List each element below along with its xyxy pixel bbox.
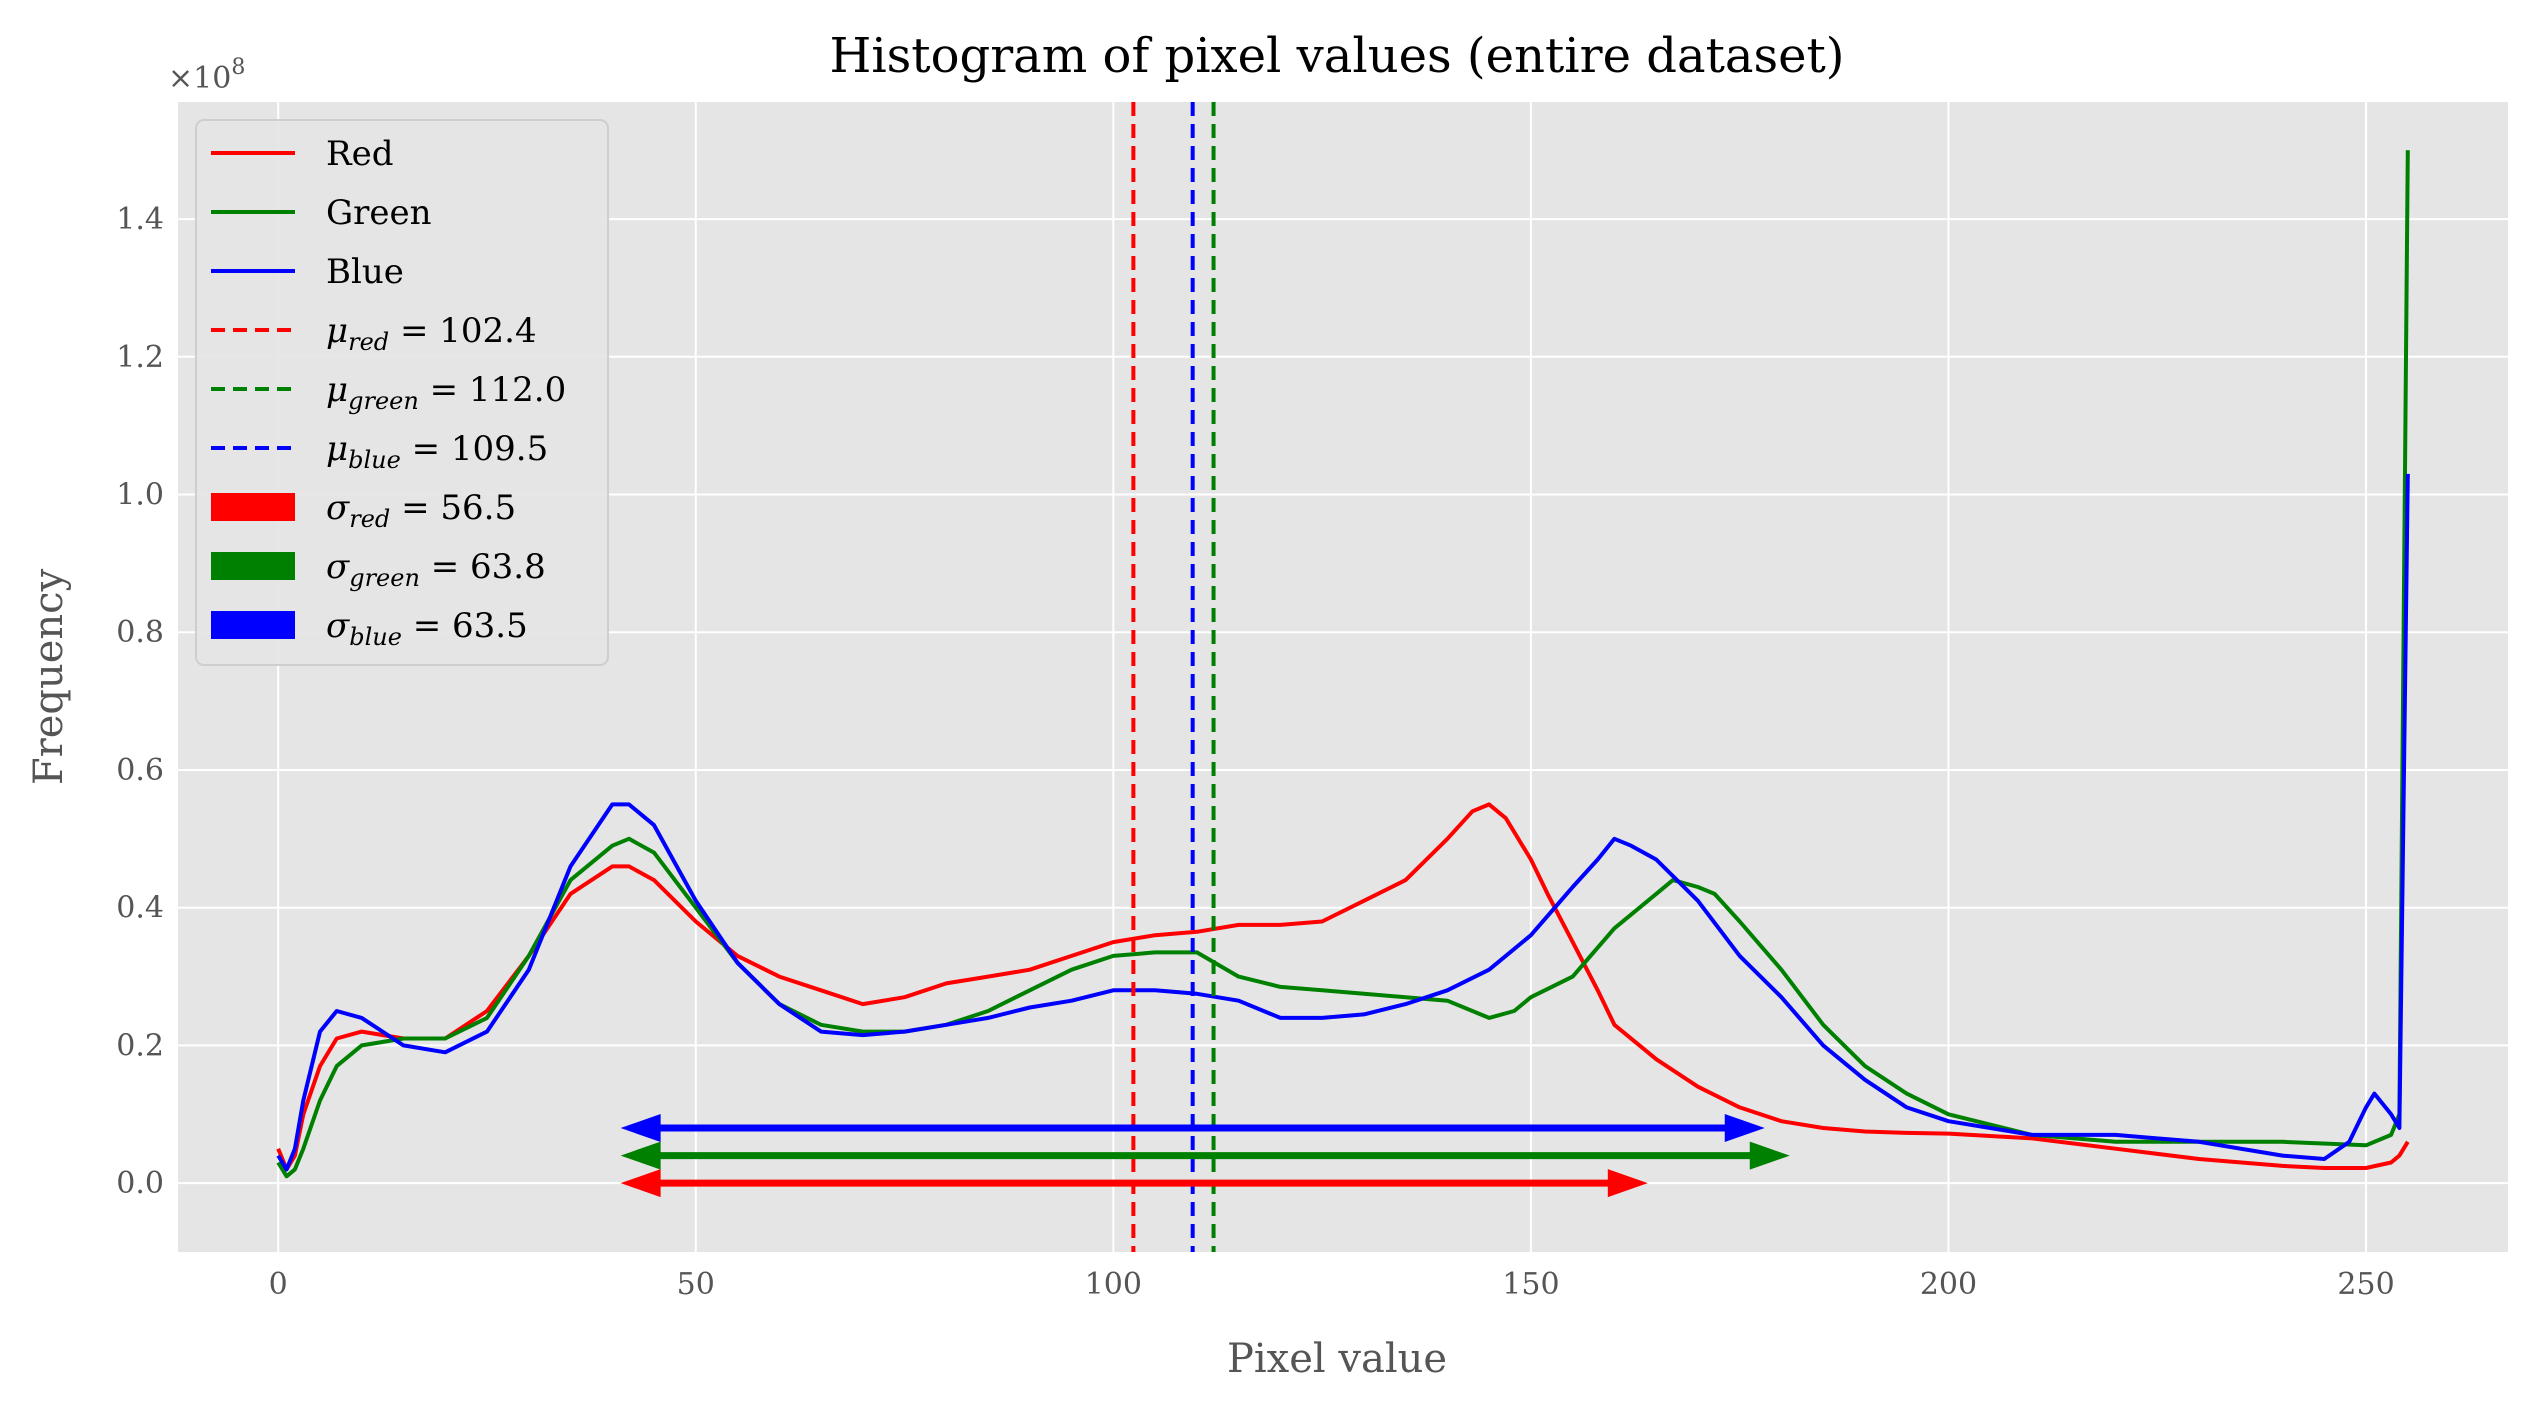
- series-layer: [276, 150, 2410, 1179]
- legend-label: σred = 56.5: [326, 488, 516, 533]
- chart-title: Histogram of pixel values (entire datase…: [829, 28, 1844, 84]
- legend-label: μgreen = 112.0: [326, 370, 566, 415]
- x-tick-labels: 0 50 100 150 200 250: [269, 1267, 2395, 1302]
- legend-handle-std-green: [211, 552, 295, 580]
- y-tick-label: 0.2: [116, 1028, 164, 1063]
- std-arrow-head-right: [1724, 1114, 1765, 1143]
- std-arrow-head-right: [1749, 1141, 1790, 1170]
- y-scale-multiplier: ×108: [168, 55, 245, 96]
- legend-label: Red: [326, 134, 394, 174]
- x-tick-label: 0: [269, 1267, 288, 1302]
- x-tick-label: 100: [1085, 1267, 1142, 1302]
- legend-label: σblue = 63.5: [326, 606, 528, 651]
- x-axis-label: Pixel value: [1227, 1336, 1447, 1382]
- y-tick-label: 1.4: [116, 202, 164, 237]
- legend-label: Green: [326, 193, 432, 233]
- x-tick-label: 200: [1920, 1267, 1977, 1302]
- std-arrow-head-left: [620, 1141, 661, 1170]
- legend-box: [195, 119, 609, 666]
- series-line-green: [276, 150, 2410, 1179]
- std-arrow-head-left: [620, 1114, 661, 1143]
- std-arrow-head-right: [1607, 1169, 1648, 1198]
- series-line-blue: [276, 473, 2410, 1172]
- mean-lines: [1131, 102, 1216, 1252]
- x-tick-label: 50: [677, 1267, 715, 1302]
- y-tick-label: 1.0: [116, 478, 164, 513]
- legend-handle-std-red: [211, 493, 295, 521]
- y-tick-label: 0.8: [116, 615, 164, 650]
- y-axis-label: Frequency: [26, 568, 72, 785]
- x-tick-label: 250: [2337, 1267, 2394, 1302]
- y-tick-label: 0.4: [116, 891, 164, 926]
- legend: Red Green Blue μred = 102.4 μgreen = 112.0 μb…: [195, 119, 609, 666]
- std-arrow-head-left: [620, 1169, 661, 1198]
- std-arrows: [620, 1114, 1790, 1198]
- legend-handle-std-blue: [211, 611, 295, 639]
- grid: [178, 102, 2508, 1252]
- legend-label: Blue: [326, 252, 404, 292]
- y-tick-labels: 0.0 0.2 0.4 0.6 0.8 1.0 1.2 1.4: [116, 202, 164, 1201]
- legend-label: μblue = 109.5: [326, 429, 548, 474]
- y-tick-label: 0.0: [116, 1166, 164, 1201]
- x-tick-label: 150: [1502, 1267, 1559, 1302]
- legend-label: μred = 102.4: [326, 311, 537, 356]
- y-tick-label: 0.6: [116, 753, 164, 788]
- y-tick-label: 1.2: [116, 340, 164, 375]
- legend-label: σgreen = 63.8: [326, 547, 546, 592]
